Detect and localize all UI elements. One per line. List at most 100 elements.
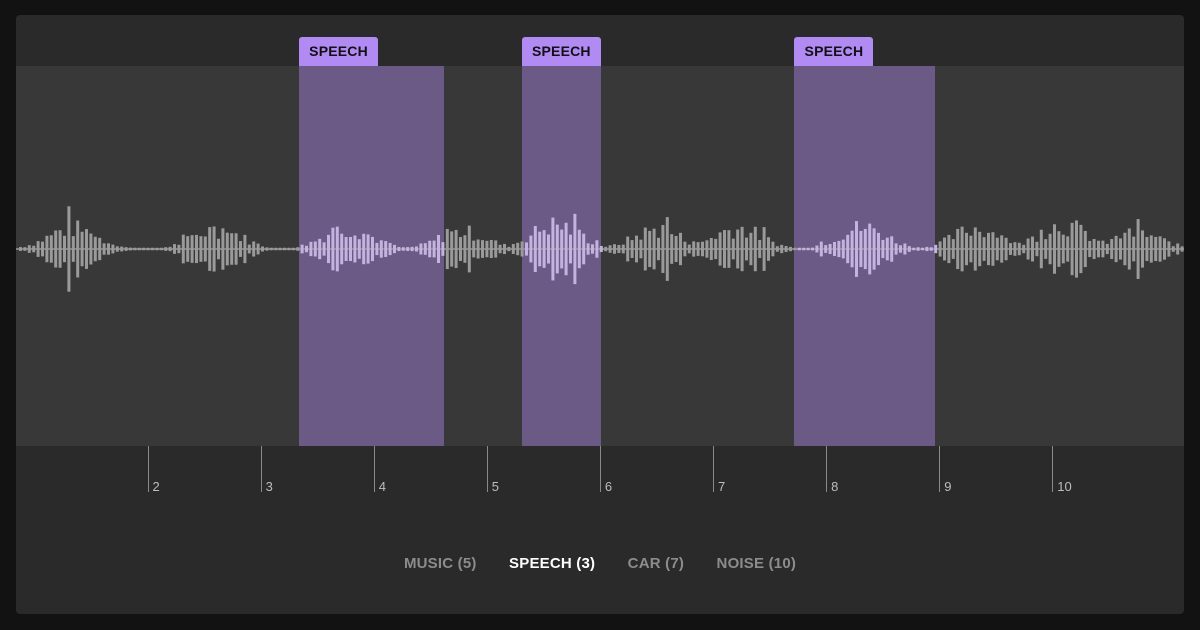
waveform-bar [652,228,656,270]
waveform-bar [362,233,366,265]
waveform-bar [978,231,982,267]
waveform-bar [476,239,480,259]
waveform-bar [525,242,528,256]
filter-noise[interactable]: NOISE (10) [716,555,797,572]
waveform-bar [45,235,49,263]
waveform-bar [287,247,291,251]
waveform-bar [49,235,53,263]
waveform [16,206,1184,292]
waveform-bar [85,229,88,269]
waveform-bar [186,236,190,262]
waveform-bar [1101,240,1105,258]
waveform-bar [599,245,603,253]
waveform-bar [71,236,75,262]
waveform-bar [731,238,735,260]
waveform-bar [371,236,374,262]
waveform-bar [168,246,172,252]
waveform-bar [217,238,220,260]
waveform-bar [828,243,832,255]
waveform-bar [951,239,955,259]
waveform-bar [771,241,775,257]
waveform-bar [630,240,634,258]
waveform-bar [58,230,62,268]
waveform-bar [177,244,181,254]
waveform-bar [212,226,216,272]
waveform-bar [1035,241,1039,257]
waveform-bar [485,240,489,258]
waveform-bar [489,239,493,259]
waveform-bar [1176,243,1180,255]
waveform-bar [137,247,141,251]
waveform-bar [551,217,555,281]
waveform-bar [916,247,920,251]
waveform-bar [159,247,163,251]
waveform-bar [1017,242,1021,256]
waveform-bar [995,237,999,261]
waveform-bar [463,235,467,263]
waveform-bar [1013,242,1017,256]
waveform-bar [467,225,471,273]
waveform-bar [1044,239,1048,259]
waveform-bar [415,246,418,252]
waveform-bar [199,236,203,262]
waveform-bar [806,247,810,251]
time-tick-label: 6 [604,479,613,494]
label-filter-bar: MUSIC (5) SPEECH (3) CAR (7) NOISE (10) [16,555,1184,573]
waveform-track[interactable] [16,66,1184,446]
waveform-bar [582,233,586,265]
waveform-bar [846,234,850,264]
waveform-bar [410,246,414,252]
waveform-bar [1057,231,1061,267]
waveform-bar [960,226,964,272]
waveform-bar [27,245,31,253]
filter-speech[interactable]: SPEECH (3) [509,555,596,572]
waveform-bar [569,234,572,264]
waveform-bar [841,239,845,259]
waveform-bar [379,240,383,258]
waveform-bar [1158,236,1162,262]
waveform-bar [767,237,770,261]
time-tick [713,446,714,492]
waveform-bar [674,236,678,262]
time-tick-label: 5 [491,479,500,494]
waveform-bar [247,244,251,254]
waveform-bar [899,245,902,253]
waveform-bar [533,226,537,272]
waveform-bar [32,245,36,253]
waveform-bar [327,234,330,264]
time-tick-label: 3 [265,479,273,494]
waveform-bar [102,243,106,255]
region-label-tag[interactable]: SPEECH [521,37,601,66]
waveform-bar [481,240,484,258]
waveform-bar [626,236,630,262]
time-tick [486,446,488,492]
waveform-bar [1136,219,1140,279]
waveform-bar [687,244,691,254]
waveform-bar [894,243,898,255]
waveform-bar [863,228,867,270]
waveform-bar [283,247,286,251]
waveform-bar [811,247,814,251]
audio-labeling-panel: SPEECH SPEECH SPEECH 2 3 4 5 6 7 8 9 10 MUSIC (5) … [16,15,1184,614]
filter-car[interactable]: CAR (7) [627,555,685,572]
waveform-bar [947,234,951,264]
waveform-bar [274,247,278,251]
time-tick [260,446,262,492]
waveform-bar [230,233,234,265]
waveform-bar [753,226,757,272]
region-label-tag[interactable]: SPEECH [299,37,379,66]
filter-music[interactable]: MUSIC (5) [403,555,477,572]
waveform-bar [111,244,115,254]
waveform-bar [300,244,304,254]
region-label-tag[interactable]: SPEECH [794,37,874,66]
waveform-bar [181,234,185,264]
waveform-bar [1075,220,1078,278]
waveform-bar [595,240,599,258]
waveform-bar [560,229,564,269]
waveform-bar [318,238,322,260]
time-tick-label: 7 [718,479,726,494]
waveform-bar [252,241,256,257]
waveform-bar [357,239,361,259]
waveform-bar [388,242,392,256]
waveform-bar [419,243,423,255]
